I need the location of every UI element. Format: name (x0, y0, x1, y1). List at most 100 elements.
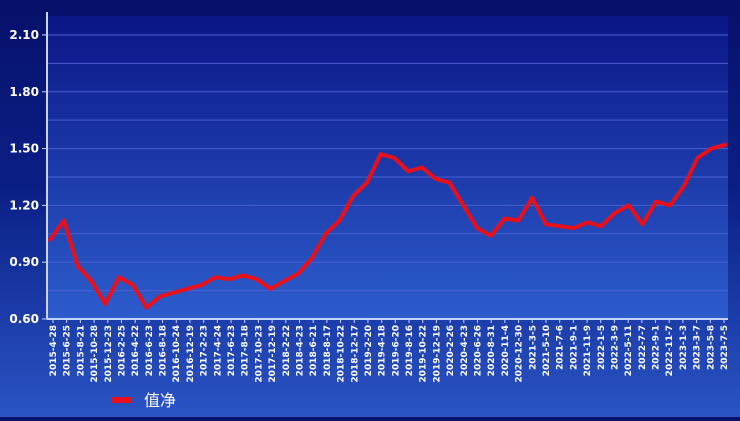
x-tick-label: 2023-3-7 (693, 325, 703, 370)
data-point (323, 231, 328, 236)
data-point (144, 305, 149, 310)
plot-area (47, 16, 728, 319)
data-point (392, 156, 397, 161)
data-point (612, 210, 617, 215)
x-tick-label: 2017-4-24 (213, 325, 223, 376)
y-tick-label: 0.60 (9, 312, 39, 326)
gridlines (47, 34, 728, 292)
x-tick-label: 2021-7-6 (556, 325, 566, 370)
legend: 值净 (112, 391, 176, 410)
data-point (240, 273, 245, 278)
data-point (61, 218, 66, 223)
x-tick-label: 2017-2-23 (200, 325, 210, 376)
x-tick-label: 2021-3-5 (528, 325, 538, 370)
data-point (626, 203, 631, 208)
x-tick-label: 2016-12-19 (186, 325, 196, 383)
data-point (199, 282, 204, 287)
x-tick-label: 2019-6-20 (391, 325, 401, 376)
x-tick-label: 2021-9-1 (569, 325, 579, 370)
x-tick-label: 2021-5-10 (542, 325, 552, 376)
data-point (447, 180, 452, 185)
x-tick-label: 2018-10-22 (337, 325, 347, 383)
legend-label: 值净 (144, 391, 176, 410)
data-point (667, 203, 672, 208)
data-point (543, 222, 548, 227)
x-tick-label: 2020-11-4 (501, 325, 511, 376)
data-point (461, 203, 466, 208)
x-tick-label: 2018-8-17 (323, 325, 333, 376)
data-point (282, 279, 287, 284)
data-point (213, 275, 218, 280)
y-tick-label: 0.90 (9, 255, 39, 269)
x-tick-label: 2020-8-31 (487, 325, 497, 376)
data-point (254, 277, 259, 282)
x-tick-label: 2015-10-28 (90, 325, 100, 383)
data-point (599, 224, 604, 229)
data-point (516, 218, 521, 223)
data-point (475, 226, 480, 231)
series-lines (48, 142, 727, 310)
data-point (585, 220, 590, 225)
data-point (130, 282, 135, 287)
y-tick-labels: 0.60 0.90 1.20 1.50 1.80 2.10 (9, 28, 47, 326)
x-tick-label: 2019-12-19 (432, 325, 442, 383)
data-point (227, 277, 232, 282)
data-point (116, 275, 121, 280)
x-tick-label: 2017-6-23 (227, 325, 237, 376)
data-point (171, 290, 176, 295)
y-tick-label: 2.10 (9, 28, 39, 42)
x-tick-label: 2016-8-18 (159, 325, 169, 376)
x-tick-label: 2020-4-23 (460, 325, 470, 376)
x-tick-label: 2018-2-22 (282, 325, 292, 376)
x-tick-label: 2015-12-23 (104, 325, 114, 383)
x-tick-label: 2015-6-25 (63, 325, 73, 376)
x-tick-label: 2022-9-1 (652, 325, 662, 370)
series-line-net-value (48, 142, 727, 310)
x-tick-label: 2022-11-7 (665, 325, 675, 376)
x-tick-label: 2019-10-22 (419, 325, 429, 383)
data-point (268, 286, 273, 291)
data-point (89, 279, 94, 284)
x-tick-label: 2023-1-3 (679, 325, 689, 370)
data-point (695, 156, 700, 161)
data-point (185, 286, 190, 291)
data-point (571, 226, 576, 231)
x-tick-label: 2016-2-25 (117, 325, 127, 376)
data-point (654, 199, 659, 204)
x-tick-label: 2022-7-7 (638, 325, 648, 370)
x-tick-label: 2018-4-23 (295, 325, 305, 376)
data-point (406, 169, 411, 174)
x-tick-label: 2023-5-8 (706, 325, 716, 370)
legend-swatch (112, 397, 132, 403)
x-tick-label: 2018-6-21 (309, 325, 319, 376)
y-tick-label: 1.50 (9, 142, 39, 156)
data-point (309, 256, 314, 261)
data-point (640, 222, 645, 227)
x-tick-label: 2019-8-16 (405, 325, 415, 376)
x-tick-label: 2023-7-5 (720, 325, 730, 370)
x-tick-labels: 2015-4-28 2015-6-25 2015-8-21 2015-10-28 201… (49, 319, 730, 383)
data-point (295, 271, 300, 276)
x-tick-label: 2016-6-23 (145, 325, 155, 376)
x-tick-label: 2015-4-28 (49, 325, 59, 376)
data-point (723, 142, 727, 147)
data-point (709, 146, 714, 151)
data-point (433, 176, 438, 181)
data-point (158, 294, 163, 299)
x-tick-label: 2017-8-18 (241, 325, 251, 376)
data-point (419, 165, 424, 170)
data-point (48, 237, 52, 242)
data-point (75, 263, 80, 268)
x-tick-label: 2020-12-30 (515, 325, 525, 383)
x-tick-label: 2017-10-23 (254, 325, 264, 383)
x-tick-label: 2018-12-17 (350, 325, 360, 383)
x-tick-label: 2019-4-18 (378, 325, 388, 376)
x-tick-label: 2022-1-5 (597, 325, 607, 370)
x-tick-label: 2016-4-22 (131, 325, 141, 376)
data-point (488, 233, 493, 238)
data-point (337, 218, 342, 223)
data-point (364, 180, 369, 185)
data-point (502, 216, 507, 221)
